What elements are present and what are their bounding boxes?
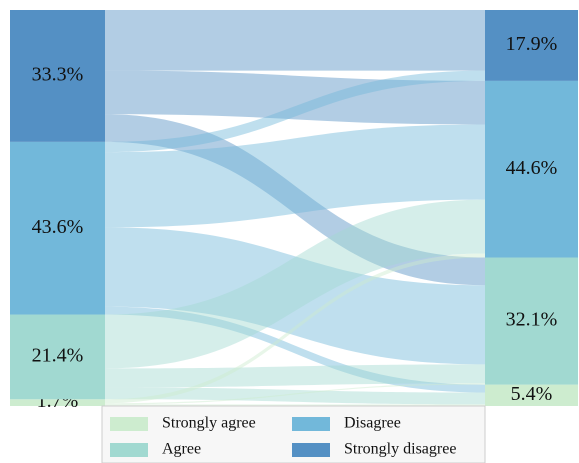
legend-swatch: [110, 417, 148, 431]
flow: [105, 10, 485, 71]
flow: [105, 387, 485, 405]
node: [10, 314, 105, 400]
flow: [105, 199, 485, 369]
node: [10, 141, 105, 315]
nodes: 1.7%21.4%43.6%33.3%5.4%32.1%44.6%17.9%: [10, 10, 578, 412]
node: [10, 399, 105, 406]
node-label: 44.6%: [506, 157, 558, 179]
flow: [105, 70, 485, 125]
node: [485, 257, 578, 385]
node-label: 32.1%: [506, 309, 558, 331]
node: [485, 384, 578, 406]
node-label: 33.3%: [32, 64, 84, 86]
legend: Strongly agree Agree Disagree Strongly disa…: [110, 415, 456, 458]
flow: [105, 124, 485, 228]
legend-swatch: [292, 417, 330, 431]
node: [10, 10, 105, 142]
flow: [105, 306, 485, 393]
flow: [105, 227, 485, 365]
flows: [105, 10, 485, 406]
node-label: 21.4%: [32, 344, 84, 366]
legend-swatch: [110, 443, 148, 457]
flow: [105, 253, 485, 404]
flow: [105, 70, 485, 153]
flow: [105, 383, 485, 405]
node: [485, 80, 578, 258]
node: [485, 10, 578, 81]
flow: [105, 114, 485, 286]
node-label: 17.9%: [506, 33, 558, 55]
legend-label: Strongly agree: [162, 415, 256, 432]
flow: [105, 364, 485, 388]
legend-swatch: [292, 443, 330, 457]
legend-label: Disagree: [344, 415, 401, 432]
legend-label: Strongly disagree: [344, 441, 456, 458]
legend-label: Agree: [162, 441, 201, 458]
node-label: 5.4%: [511, 383, 553, 405]
node-label: 43.6%: [32, 216, 84, 238]
